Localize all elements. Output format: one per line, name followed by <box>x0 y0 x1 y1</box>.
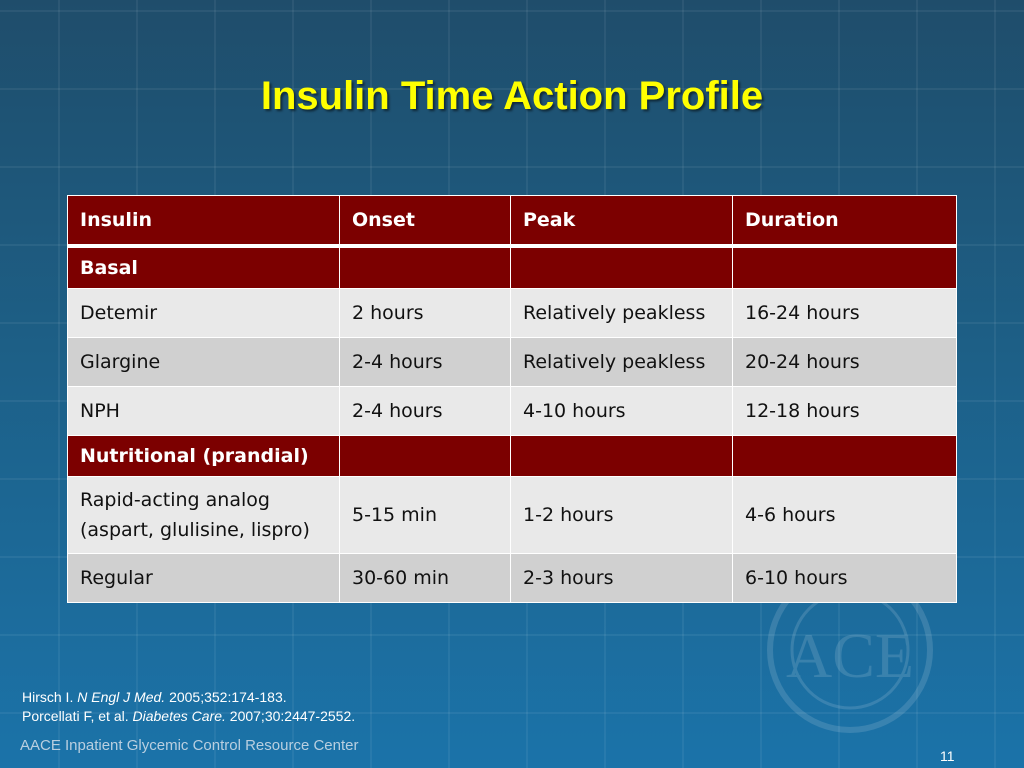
cell-onset: 2-4 hours <box>339 386 511 436</box>
slide-title: Insulin Time Action Profile <box>260 74 764 118</box>
cell-duration: 6-10 hours <box>732 553 957 603</box>
header-peak: Peak <box>510 195 733 248</box>
table-row: Glargine 2-4 hours Relatively peakless 2… <box>67 337 957 387</box>
cell-onset: 30-60 min <box>339 553 511 603</box>
cell-onset: 5-15 min <box>339 476 511 554</box>
header-onset: Onset <box>339 195 511 248</box>
section-label: Nutritional (prandial) <box>67 435 340 477</box>
page-number: 11 <box>940 748 955 764</box>
cell-peak: Relatively peakless <box>510 337 733 387</box>
cell-duration: 20-24 hours <box>732 337 957 387</box>
cell-insulin: Rapid-acting analog (aspart, glulisine, … <box>67 476 340 554</box>
cell-peak: 4-10 hours <box>510 386 733 436</box>
cell-onset: 2-4 hours <box>339 337 511 387</box>
table-row: Rapid-acting analog (aspart, glulisine, … <box>67 476 957 554</box>
cell-peak: 2-3 hours <box>510 553 733 603</box>
cell-duration: 12-18 hours <box>732 386 957 436</box>
insulin-table: Insulin Onset Peak Duration Basal Detemi… <box>67 195 957 603</box>
section-row-nutritional: Nutritional (prandial) <box>67 435 957 477</box>
cell-insulin: NPH <box>67 386 340 436</box>
reference-2: Porcellati F, et al. Diabetes Care. 2007… <box>22 708 356 724</box>
table-row: Regular 30-60 min 2-3 hours 6-10 hours <box>67 553 957 603</box>
cell-insulin: Detemir <box>67 288 340 338</box>
cell-insulin: Regular <box>67 553 340 603</box>
cell-insulin-line1: Rapid-acting analog <box>80 489 270 511</box>
table-row: Detemir 2 hours Relatively peakless 16-2… <box>67 288 957 338</box>
cell-peak: 1-2 hours <box>510 476 733 554</box>
cell-onset: 2 hours <box>339 288 511 338</box>
footer-org: AACE Inpatient Glycemic Control Resource… <box>20 737 359 754</box>
table-header-row: Insulin Onset Peak Duration <box>67 195 957 248</box>
cell-duration: 16-24 hours <box>732 288 957 338</box>
cell-peak: Relatively peakless <box>510 288 733 338</box>
seal-text: ACE <box>786 620 914 691</box>
section-row-basal: Basal <box>67 245 957 289</box>
section-label: Basal <box>67 245 340 289</box>
cell-insulin: Glargine <box>67 337 340 387</box>
cell-duration: 4-6 hours <box>732 476 957 554</box>
header-insulin: Insulin <box>67 195 340 248</box>
header-duration: Duration <box>732 195 957 248</box>
table-row: NPH 2-4 hours 4-10 hours 12-18 hours <box>67 386 957 436</box>
references: Hirsch I. N Engl J Med. 2005;352:174-183… <box>22 688 355 726</box>
cell-insulin-line2: (aspart, glulisine, lispro) <box>80 519 310 541</box>
reference-1: Hirsch I. N Engl J Med. 2005;352:174-183… <box>22 689 287 705</box>
